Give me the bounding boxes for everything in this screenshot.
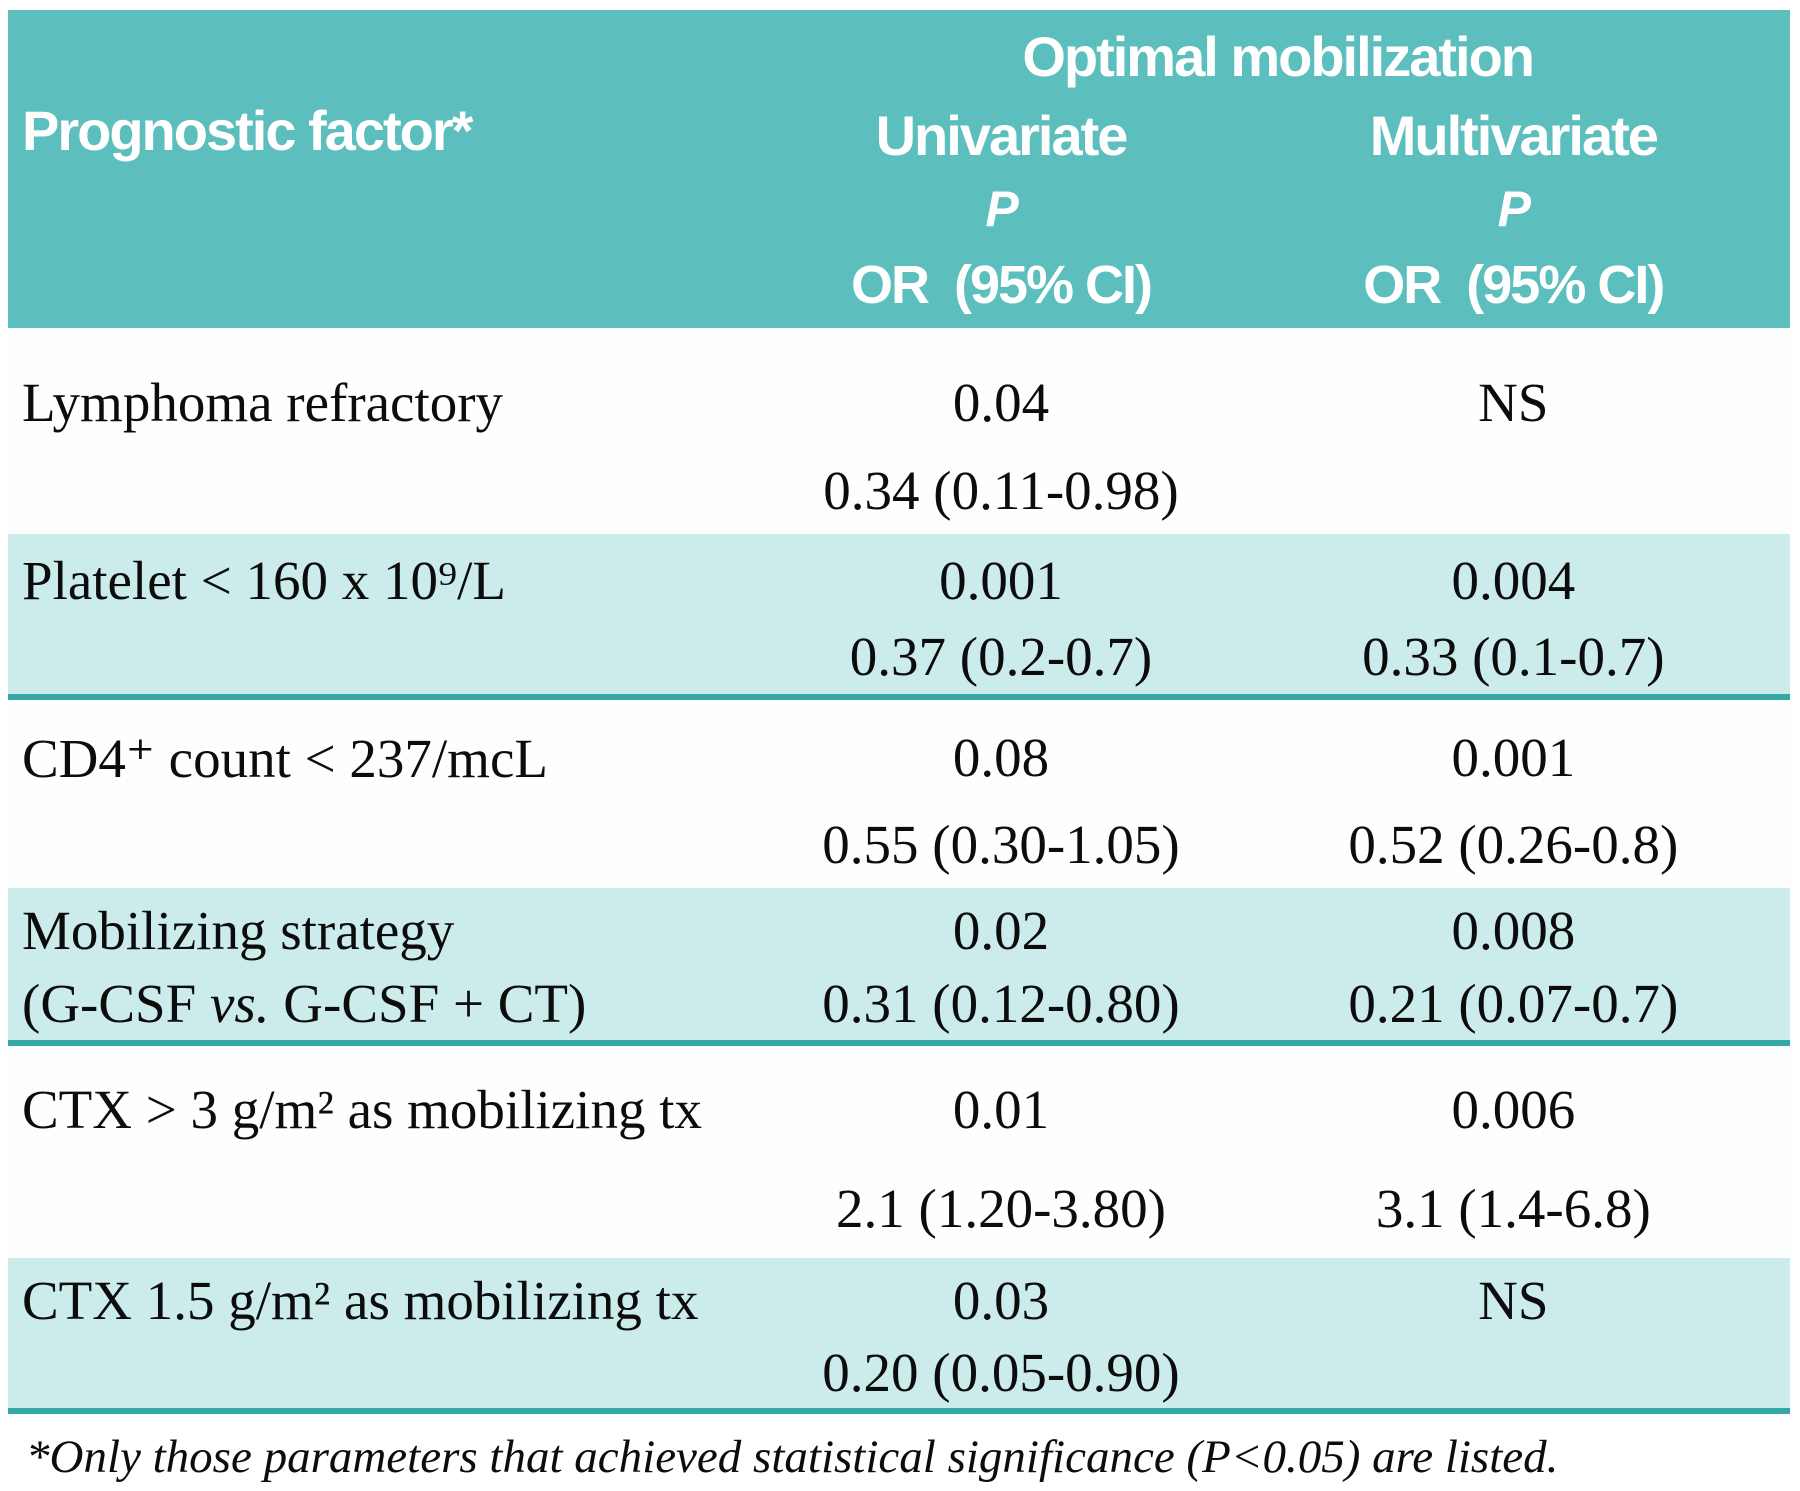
univariate-or-ci: 0.37 (0.2-0.7) [849, 625, 1153, 687]
univariate-p-value: 0.02 [952, 900, 1050, 961]
univariate-p-value: 0.001 [939, 549, 1063, 611]
factor-name: Mobilizing strategy [22, 900, 455, 961]
header-univariate-p-label: P [985, 181, 1018, 237]
factor-line2-pre: (G-CSF [22, 973, 210, 1034]
factor-name-line2 [22, 801, 765, 888]
header-multivariate-p-label: P [1497, 181, 1531, 237]
multivariate-p-value: 0.008 [1451, 900, 1576, 961]
header-multivariate-or-ci-label: OR (95% CI) [1363, 255, 1665, 315]
table-footnote: *Only those parameters that achieved sta… [26, 1431, 1559, 1483]
multivariate-p-value: NS [1478, 1269, 1549, 1331]
factor-name: CTX > 3 g/m² as mobilizing tx [22, 1079, 702, 1140]
factor-name-line2 [22, 618, 765, 694]
header-group-title: Optimal mobilization [1022, 25, 1535, 88]
factor-name: CD4⁺ count < 237/mcL [22, 727, 548, 789]
factor-name-line2 [22, 1159, 765, 1258]
univariate-cell: 0.03 0.20 (0.05-0.90) [765, 1264, 1236, 1408]
factor-cell: CTX > 3 g/m² as mobilizing tx [8, 1060, 765, 1258]
univariate-cell: 0.001 0.37 (0.2-0.7) [765, 542, 1236, 694]
factor-name: Lymphoma refractory [22, 371, 504, 433]
header-subtitles: Univariate Multivariate [765, 96, 1790, 176]
table-row: Mobilizing strategy (G-CSF vs. G-CSF + C… [8, 888, 1790, 1046]
multivariate-p-value: 0.001 [1451, 727, 1576, 788]
univariate-p-value: 0.01 [952, 1079, 1050, 1140]
table-row: CTX 1.5 g/m² as mobilizing tx 0.03 0.20 … [8, 1258, 1790, 1414]
factor-name: CTX 1.5 g/m² as mobilizing tx [22, 1269, 699, 1331]
header-factor-column-title: Prognostic factor* [22, 99, 473, 162]
multivariate-or-ci: 0.33 (0.1-0.7) [1362, 625, 1665, 687]
factor-cell: Platelet < 160 x 10⁹/L [8, 542, 765, 694]
univariate-cell: 0.01 2.1 (1.20-3.80) [765, 1060, 1236, 1258]
header-univariate-title: Univariate [875, 104, 1129, 167]
multivariate-cell: NS [1237, 1264, 1790, 1408]
univariate-or-ci: 0.55 (0.30-1.05) [822, 814, 1180, 875]
prognostic-factors-table: Prognostic factor* Optimal mobilization … [8, 10, 1790, 1484]
table-row: Lymphoma refractory 0.04 0.34 (0.11-0.98… [8, 328, 1790, 534]
header-multivariate-title: Multivariate [1369, 104, 1659, 167]
factor-cell: CD4⁺ count < 237/mcL [8, 714, 765, 888]
factor-name: Platelet < 160 x 10⁹/L [22, 549, 507, 611]
table-header: Prognostic factor* Optimal mobilization … [8, 10, 1790, 328]
multivariate-cell: 0.001 0.52 (0.26-0.8) [1237, 714, 1790, 888]
table-row: CD4⁺ count < 237/mcL 0.08 0.55 (0.30-1.0… [8, 700, 1790, 888]
univariate-cell: 0.02 0.31 (0.12-0.80) [765, 894, 1236, 1040]
univariate-cell: 0.04 0.34 (0.11-0.98) [765, 358, 1236, 534]
table-row: CTX > 3 g/m² as mobilizing tx 0.01 2.1 (… [8, 1046, 1790, 1258]
header-univariate-or-ci-label: OR (95% CI) [850, 255, 1153, 315]
header-or-ci-labels: OR (95% CI) OR (95% CI) [765, 250, 1790, 320]
multivariate-or-ci [1237, 1336, 1790, 1408]
univariate-or-ci: 0.34 (0.11-0.98) [823, 459, 1179, 521]
table-row: Platelet < 160 x 10⁹/L 0.001 0.37 (0.2-0… [8, 534, 1790, 700]
factor-name-line2 [22, 446, 765, 534]
factor-cell: Mobilizing strategy (G-CSF vs. G-CSF + C… [8, 894, 765, 1040]
multivariate-p-value: NS [1478, 371, 1549, 433]
header-value-columns: Optimal mobilization Univariate Multivar… [765, 10, 1790, 328]
multivariate-cell: NS [1237, 358, 1790, 534]
multivariate-cell: 0.008 0.21 (0.07-0.7) [1237, 894, 1790, 1040]
multivariate-p-value: 0.006 [1451, 1079, 1576, 1140]
univariate-or-ci: 0.31 (0.12-0.80) [822, 973, 1180, 1034]
factor-name-line2: (G-CSF vs. G-CSF + CT) [22, 967, 765, 1040]
header-p-labels: P P [765, 176, 1790, 250]
factor-line2-post: G-CSF + CT) [269, 973, 587, 1034]
univariate-p-value: 0.04 [952, 371, 1050, 433]
multivariate-or-ci: 3.1 (1.4-6.8) [1375, 1178, 1651, 1239]
univariate-or-ci: 0.20 (0.05-0.90) [822, 1341, 1180, 1403]
multivariate-or-ci: 0.21 (0.07-0.7) [1348, 973, 1679, 1034]
multivariate-cell: 0.006 3.1 (1.4-6.8) [1237, 1060, 1790, 1258]
multivariate-or-ci [1237, 446, 1790, 534]
multivariate-cell: 0.004 0.33 (0.1-0.7) [1237, 542, 1790, 694]
univariate-p-value: 0.03 [952, 1269, 1050, 1331]
factor-cell: CTX 1.5 g/m² as mobilizing tx [8, 1264, 765, 1408]
factor-line2-vs: vs. [209, 973, 270, 1034]
univariate-or-ci: 2.1 (1.20-3.80) [836, 1178, 1166, 1239]
univariate-cell: 0.08 0.55 (0.30-1.05) [765, 714, 1236, 888]
factor-cell: Lymphoma refractory [8, 358, 765, 534]
univariate-p-value: 0.08 [952, 727, 1050, 788]
factor-name-line2 [22, 1336, 765, 1408]
multivariate-p-value: 0.004 [1451, 549, 1576, 611]
multivariate-or-ci: 0.52 (0.26-0.8) [1348, 814, 1679, 875]
